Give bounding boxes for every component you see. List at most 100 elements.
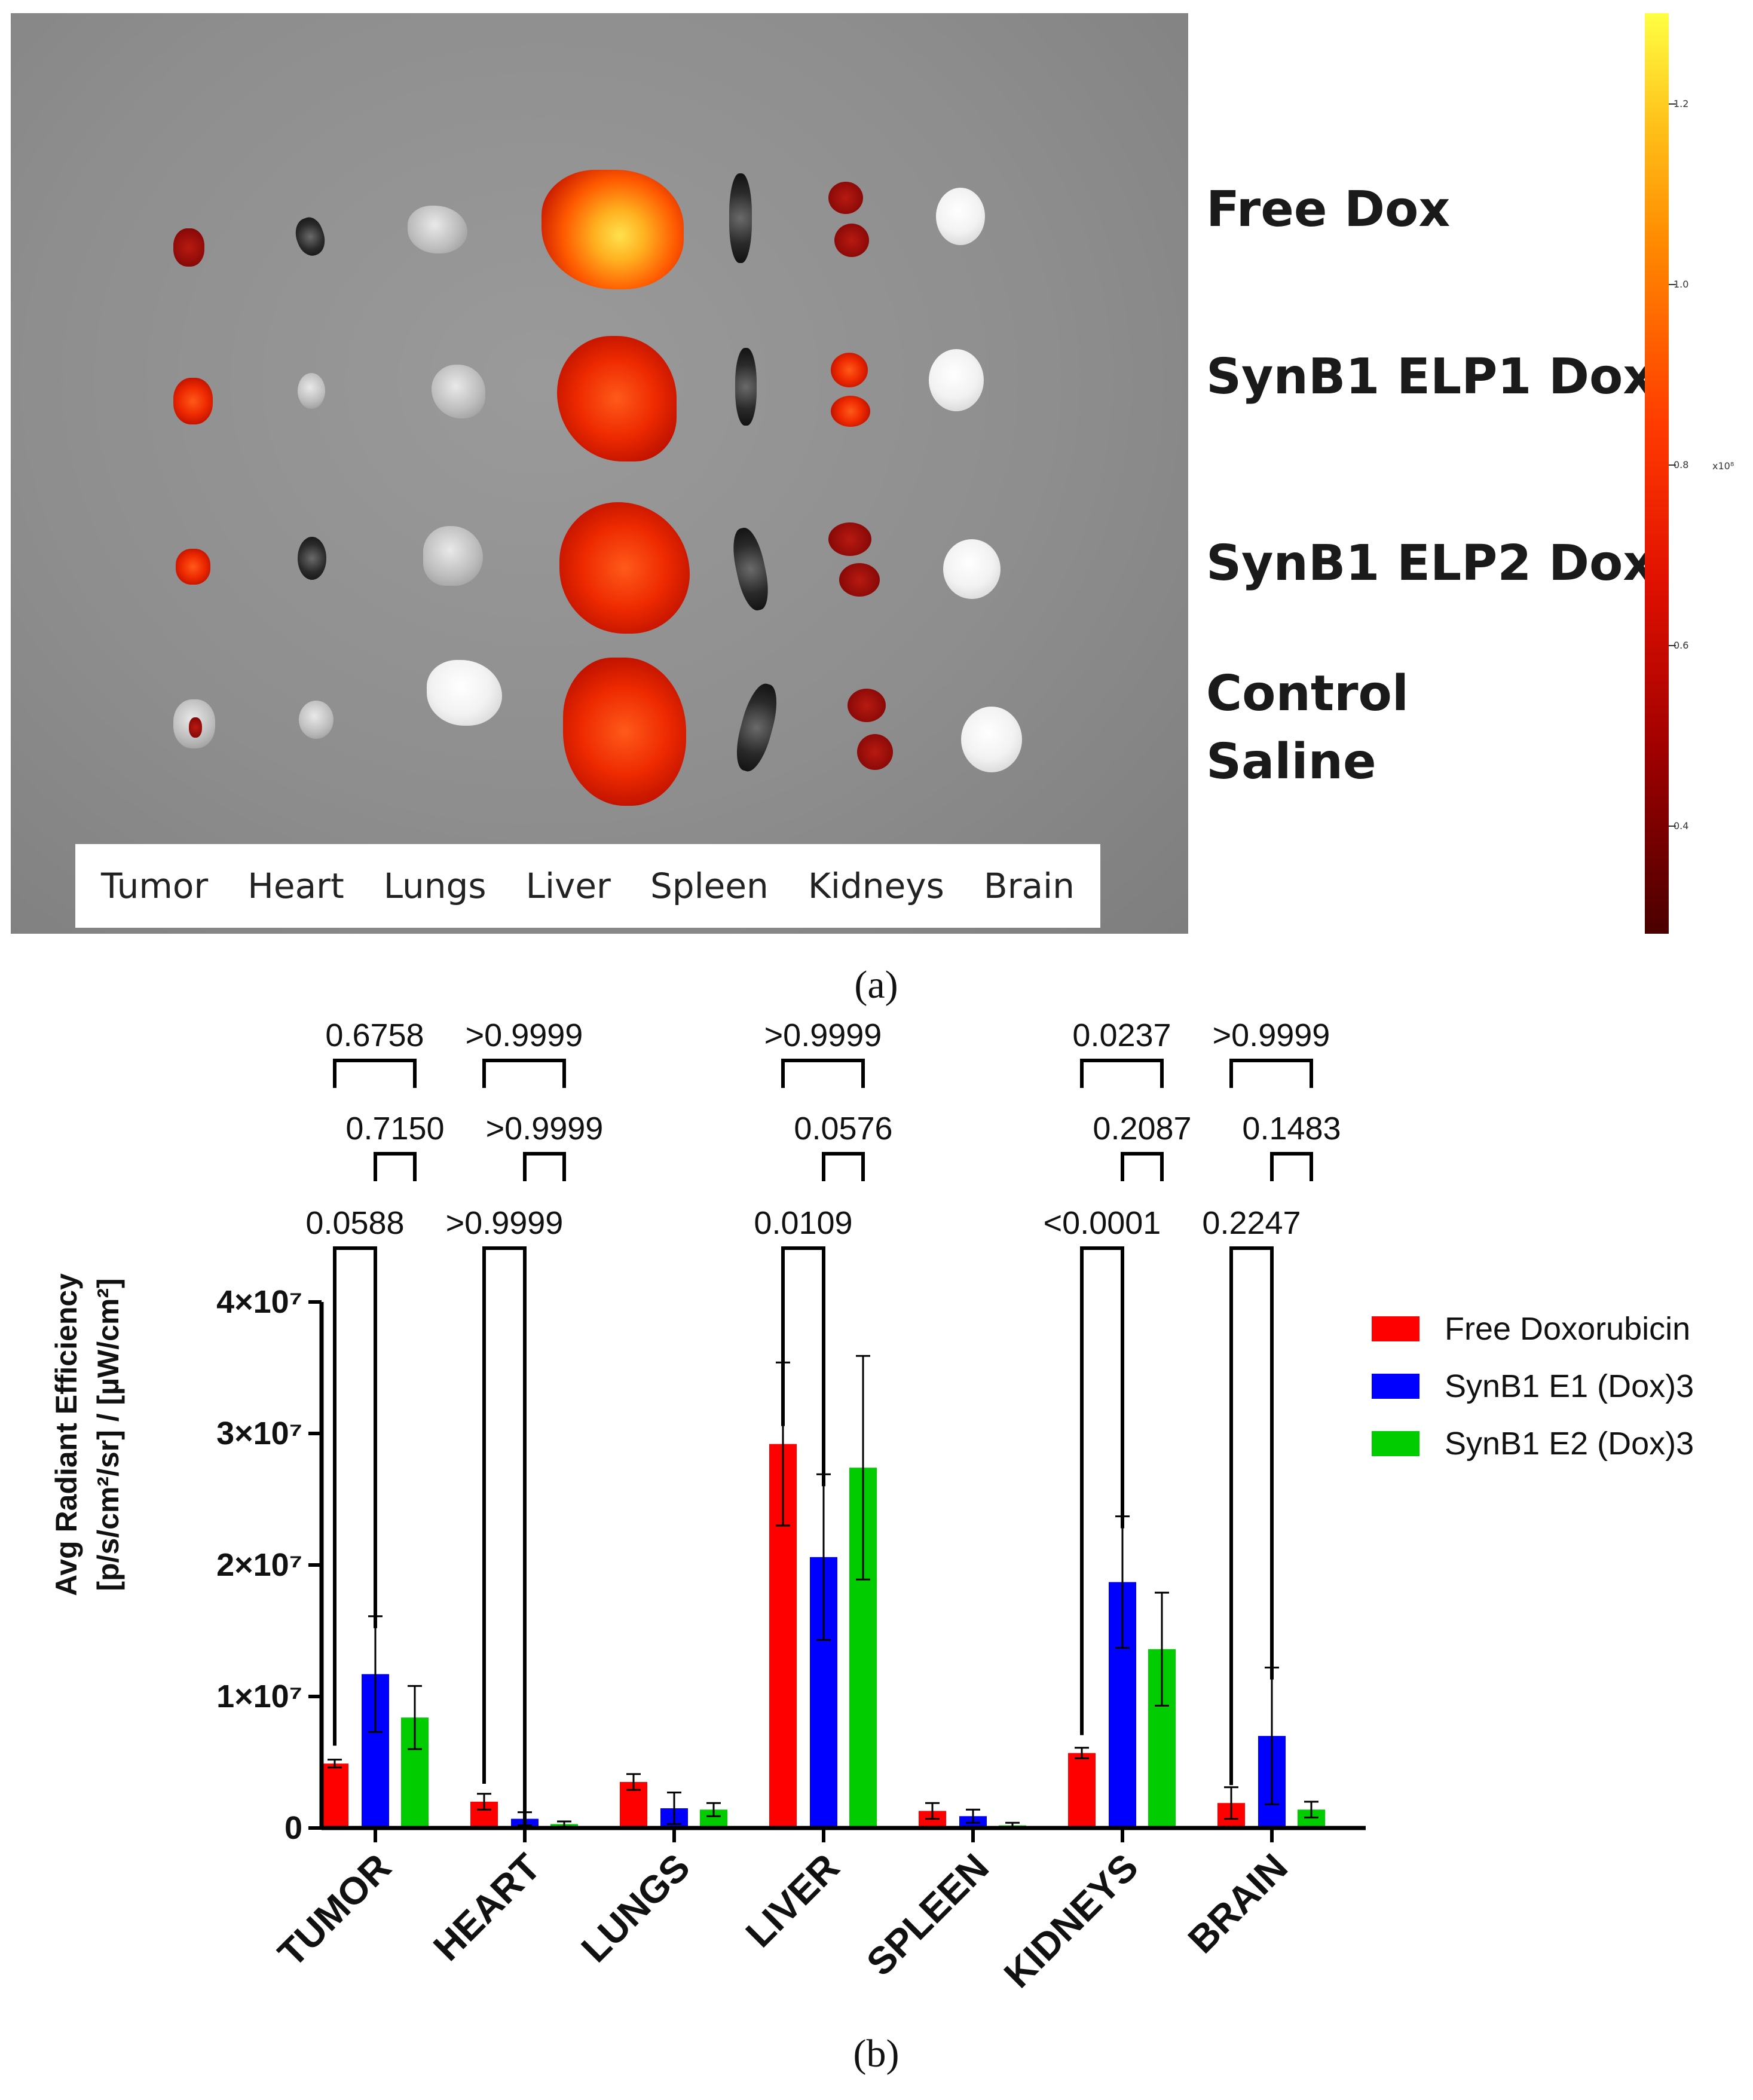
bar-0-0: [321, 1763, 348, 1828]
organ-brain-synb1-elp2: [943, 539, 1001, 599]
organ-heart-control: [299, 701, 334, 739]
colorbar-tickmark: [1669, 644, 1676, 646]
p-value-label: <0.0001: [1044, 1205, 1161, 1241]
x-category-label: SPLEEN: [858, 1845, 997, 1984]
organ-kidney-2-synb1-elp2: [839, 563, 880, 597]
organ-lungs-synb1-elp1: [432, 365, 485, 418]
organ-label-kidneys: Kidneys: [807, 866, 944, 906]
legend-label-synb1-e1: SynB1 E1 (Dox)3: [1445, 1368, 1694, 1404]
group-label-free-dox: Free Dox: [1206, 181, 1451, 238]
p-value-label: >0.9999: [1213, 1017, 1330, 1053]
group-label-saline: Saline: [1206, 733, 1376, 790]
p-value-label: 0.2247: [1202, 1205, 1301, 1241]
bracket-1-2: [523, 1152, 566, 1181]
bracket-6-1: [1229, 1246, 1274, 1786]
p-value-label: >0.9999: [486, 1111, 604, 1147]
chart-legend: Free Doxorubicin SynB1 E1 (Dox)3 SynB1 E…: [1372, 1300, 1694, 1472]
organ-brain-synb1-elp1: [929, 349, 984, 411]
organ-liver-synb1-elp2: [559, 502, 690, 634]
colorbar-tick-label: 0.8: [1674, 458, 1689, 470]
x-category-label: LIVER: [738, 1845, 848, 1955]
colorbar-tick-label: 1.0: [1674, 278, 1689, 290]
organ-kidney-2-synb1-elp1: [831, 396, 870, 427]
group-label-synb1-elp1-dox: SynB1 ELP1 Dox: [1206, 349, 1655, 405]
organ-spleen-free-dox: [729, 173, 752, 263]
organ-label-brain: Brain: [983, 866, 1075, 906]
bracket-0-3: [333, 1059, 417, 1088]
p-value-label: 0.2087: [1093, 1111, 1191, 1147]
x-category-label: KIDNEYS: [996, 1845, 1146, 1996]
y-axis-title-line2: [p/s/cm²/sr] / [µW/cm²]: [91, 1278, 125, 1591]
legend-swatch-synb1-e2: [1372, 1431, 1419, 1456]
legend-item-synb1-e2: SynB1 E2 (Dox)3: [1372, 1415, 1694, 1472]
axes: [319, 1302, 1366, 1842]
error-bars: [328, 1355, 1318, 1829]
organ-label-liver: Liver: [525, 866, 611, 906]
organ-tumor-control-spot: [189, 717, 202, 738]
p-value-label: 0.0237: [1072, 1017, 1171, 1053]
y-axis-title-line1: Avg Radiant Efficiency: [50, 1273, 83, 1596]
organ-heart-synb1-elp2: [298, 537, 326, 580]
organ-kidney-1-synb1-elp1: [831, 353, 868, 387]
bar-chart-radiant-efficiency: Avg Radiant Efficiency [p/s/cm²/sr] / [µ…: [50, 1017, 1366, 1996]
bracket-5-1: [1080, 1246, 1124, 1735]
y-axis-title: Avg Radiant Efficiency [p/s/cm²/sr] / [µ…: [50, 1273, 125, 1596]
bracket-5-2: [1121, 1152, 1164, 1181]
p-value-label: 0.1483: [1242, 1111, 1341, 1147]
group-label-control: Control: [1206, 665, 1409, 722]
organ-tumor-synb1-elp1: [173, 378, 213, 424]
colorbar-tickmark: [1669, 103, 1676, 105]
bracket-3-3: [781, 1059, 865, 1088]
bar-0-5: [1068, 1753, 1096, 1828]
organ-brain-control: [961, 707, 1022, 772]
panel-a-imaging-figure: Tumor Heart Lungs Liver Spleen Kidneys B…: [0, 0, 1753, 1007]
organ-kidney-2-free-dox: [834, 224, 869, 257]
organ-kidney-1-synb1-elp2: [828, 522, 871, 556]
p-value-label: 0.0588: [305, 1205, 404, 1241]
group-label-synb1-elp2-dox: SynB1 ELP2 Dox: [1206, 535, 1655, 592]
organ-liver-free-dox: [541, 170, 684, 289]
colorbar-tickmark: [1669, 283, 1676, 285]
p-value-label: 0.6758: [325, 1017, 424, 1053]
organ-lungs-control: [427, 660, 502, 726]
colorbar-tickmark: [1669, 825, 1676, 827]
colorbar-tick-label: 1.2: [1674, 97, 1689, 109]
organ-spleen-control: [730, 680, 784, 775]
y-axis-ticks: 0 1×10⁷ 2×10⁷ 3×10⁷ 4×10⁷: [216, 1284, 322, 1846]
organ-tumor-free-dox: [173, 228, 204, 267]
y-tick-label: 2×10⁷: [216, 1547, 302, 1583]
y-tick-label: 0: [284, 1810, 302, 1846]
bracket-6-3: [1229, 1059, 1313, 1088]
bracket-1-3: [482, 1059, 566, 1088]
y-tick-label: 1×10⁷: [216, 1679, 302, 1714]
x-category-label: TUMOR: [270, 1845, 399, 1975]
p-value-label: >0.9999: [446, 1205, 564, 1241]
x-category-label: HEART: [425, 1845, 549, 1969]
organ-spleen-synb1-elp2: [727, 525, 774, 613]
organ-lungs-synb1-elp2: [423, 526, 483, 586]
organ-tumor-synb1-elp2: [176, 549, 210, 585]
bracket-5-3: [1080, 1059, 1164, 1088]
significance-brackets: 0.0588 0.7150 0.6758 >0.9999 >0.9999 >0.9999 0…: [305, 1017, 1341, 1824]
p-value-label: 0.0576: [794, 1111, 892, 1147]
organ-spleen-synb1-elp1: [735, 348, 757, 426]
organ-label-lungs: Lungs: [383, 866, 487, 906]
colorbar-tick-label: 0.6: [1674, 639, 1689, 651]
bracket-1-1: [482, 1246, 527, 1824]
p-value-label: >0.9999: [466, 1017, 583, 1053]
caption-panel-a: (a): [854, 963, 898, 1007]
legend-label-synb1-e2: SynB1 E2 (Dox)3: [1445, 1426, 1694, 1462]
organ-label-heart: Heart: [247, 866, 344, 906]
caption-panel-b: (b): [853, 2032, 900, 2075]
y-tick-label: 4×10⁷: [216, 1284, 302, 1320]
p-value-label: 0.0109: [754, 1205, 852, 1241]
organ-kidney-1-free-dox: [828, 182, 863, 214]
colorbar-tickmark: [1669, 464, 1676, 466]
x-category-label: LUNGS: [573, 1845, 698, 1970]
organ-lungs-free-dox: [408, 206, 467, 253]
ex-vivo-fluorescence-image: Tumor Heart Lungs Liver Spleen Kidneys B…: [11, 13, 1188, 934]
organ-heart-synb1-elp1: [298, 373, 325, 409]
p-value-label: 0.7150: [345, 1111, 444, 1147]
legend-swatch-synb1-e1: [1372, 1374, 1419, 1399]
